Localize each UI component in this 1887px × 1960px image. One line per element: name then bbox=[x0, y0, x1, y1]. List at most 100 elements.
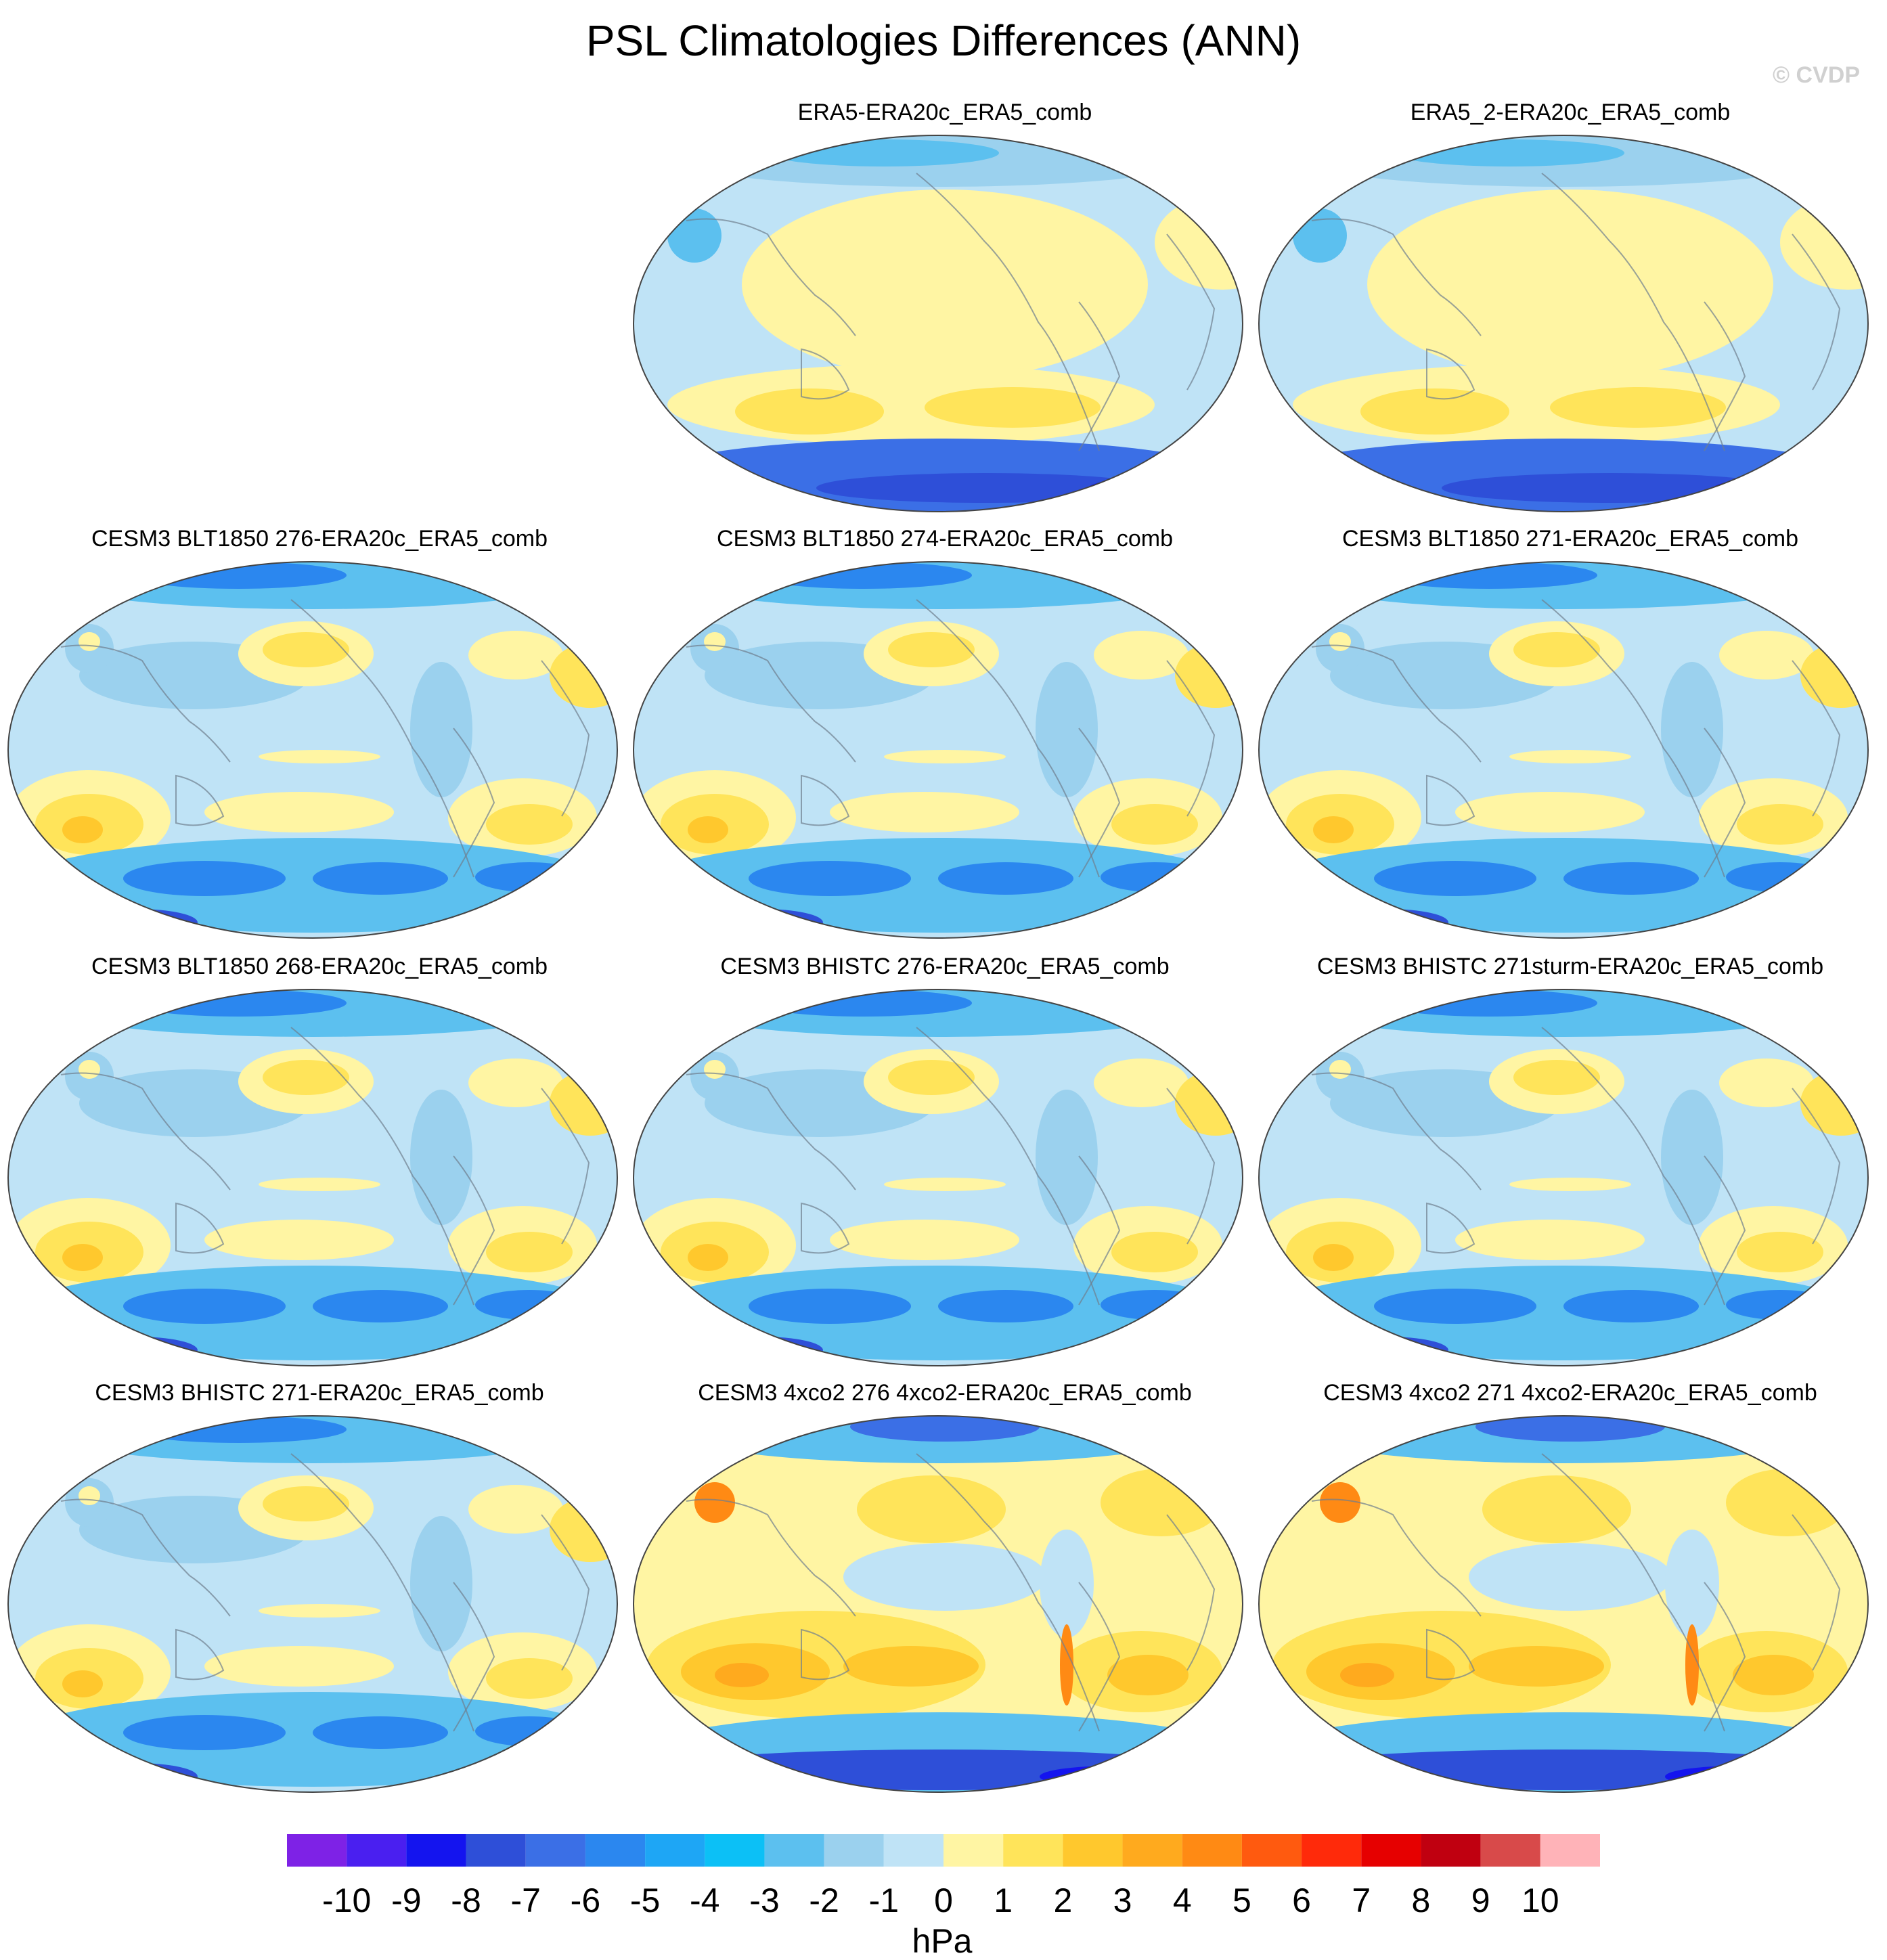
coastline bbox=[916, 1027, 1100, 1306]
coastline bbox=[1078, 1155, 1121, 1306]
robinson-map bbox=[633, 561, 1243, 939]
robinson-map bbox=[633, 135, 1243, 512]
field-contour bbox=[749, 1289, 911, 1324]
field-contour bbox=[1329, 1060, 1351, 1079]
robinson-map bbox=[1258, 135, 1869, 512]
coastline bbox=[801, 774, 850, 826]
field-contour bbox=[850, 1416, 1040, 1442]
field-contour bbox=[742, 190, 1148, 379]
coastline bbox=[1792, 233, 1841, 391]
panel-title: CESM3 4xco2 271 4xco2-ERA20c_ERA5_comb bbox=[1323, 1380, 1817, 1406]
field-contour bbox=[123, 1715, 286, 1750]
map-panel: CESM3 BLT1850 276-ERA20c_ERA5_comb bbox=[7, 524, 632, 950]
field-contour bbox=[1329, 632, 1351, 651]
field-contour bbox=[475, 1716, 583, 1746]
field-contour bbox=[688, 816, 728, 843]
coastline bbox=[175, 1202, 225, 1254]
field-contour bbox=[1469, 1646, 1604, 1687]
field-contour bbox=[130, 1416, 347, 1443]
field-contour bbox=[1101, 1290, 1209, 1320]
colorbar-tick-label: -3 bbox=[749, 1881, 780, 1919]
colorbar-tick-label: -6 bbox=[570, 1881, 601, 1919]
field-contour bbox=[718, 1349, 793, 1365]
colorbar-tick-label: -7 bbox=[510, 1881, 541, 1919]
coastline bbox=[686, 1072, 856, 1190]
field-contour bbox=[654, 1750, 1222, 1790]
field-contour bbox=[123, 1289, 286, 1324]
field-contour bbox=[1726, 1290, 1834, 1320]
colorbar-tick-label: 0 bbox=[934, 1881, 953, 1919]
map-outline bbox=[633, 1415, 1243, 1793]
coastline bbox=[686, 644, 856, 763]
panel-title: CESM3 4xco2 276 4xco2-ERA20c_ERA5_comb bbox=[698, 1380, 1192, 1406]
colorbar-swatch bbox=[1361, 1834, 1421, 1867]
field-contour bbox=[1550, 387, 1726, 428]
field-contour bbox=[1665, 1530, 1719, 1638]
field-contour bbox=[769, 139, 999, 166]
robinson-map bbox=[7, 561, 618, 939]
map-outline bbox=[1258, 1415, 1869, 1793]
field-contour bbox=[857, 1475, 1006, 1543]
panel-title: CESM3 BLT1850 271-ERA20c_ERA5_comb bbox=[1341, 526, 1799, 552]
field-contour bbox=[1381, 989, 1597, 1017]
field-contour bbox=[830, 1220, 1019, 1260]
field-contour bbox=[1094, 1059, 1189, 1107]
colorbar-swatch bbox=[287, 1834, 347, 1867]
field-contour bbox=[1509, 1178, 1631, 1191]
field-contour bbox=[1340, 1663, 1394, 1687]
colorbar-swatch bbox=[1421, 1834, 1481, 1867]
coastline bbox=[541, 660, 590, 817]
field-contour bbox=[704, 632, 726, 651]
map-outline bbox=[633, 135, 1243, 512]
field-contour bbox=[410, 1090, 472, 1225]
map-outline bbox=[7, 989, 618, 1366]
field-contour bbox=[259, 1604, 380, 1618]
field-contour bbox=[1344, 921, 1418, 937]
field-contour bbox=[640, 838, 1236, 933]
coastline bbox=[1166, 233, 1216, 391]
field-contour bbox=[1040, 1530, 1094, 1638]
coastline bbox=[916, 599, 1100, 878]
field-contour bbox=[76, 1337, 198, 1364]
field-contour bbox=[313, 1290, 448, 1322]
field-contour bbox=[755, 562, 972, 589]
coastline bbox=[916, 1453, 1100, 1732]
field-contour bbox=[1482, 1475, 1631, 1543]
colorbar-swatch bbox=[1540, 1834, 1600, 1867]
coastline bbox=[290, 1027, 474, 1306]
field-contour bbox=[130, 562, 347, 589]
field-contour bbox=[1726, 862, 1834, 892]
map-panel: CESM3 BLT1850 268-ERA20c_ERA5_comb bbox=[7, 952, 632, 1378]
field-contour bbox=[204, 792, 394, 832]
field-contour bbox=[701, 909, 823, 936]
field-contour bbox=[475, 862, 583, 892]
coastline bbox=[1426, 348, 1475, 400]
coastline bbox=[916, 173, 1100, 451]
field-contour bbox=[486, 1658, 573, 1699]
page-title: PSL Climatologies Differences (ANN) bbox=[585, 16, 1302, 65]
field-contour bbox=[79, 632, 100, 651]
map-panel: CESM3 BLT1850 271-ERA20c_ERA5_comb bbox=[1258, 524, 1883, 950]
colorbar-tick-label: 5 bbox=[1233, 1881, 1251, 1919]
coastline bbox=[801, 348, 850, 400]
coastline bbox=[1541, 173, 1725, 451]
map-panel: CESM3 BHISTC 271-ERA20c_ERA5_comb bbox=[7, 1378, 632, 1804]
colorbar-swatch bbox=[1122, 1834, 1182, 1867]
colorbar-swatch bbox=[406, 1834, 466, 1867]
field-contour bbox=[259, 750, 380, 763]
colorbar-swatch bbox=[705, 1834, 765, 1867]
field-contour bbox=[925, 387, 1101, 428]
field-contour bbox=[755, 989, 972, 1017]
colorbar-tick-label: -2 bbox=[809, 1881, 839, 1919]
coastline bbox=[1311, 218, 1482, 336]
coastline bbox=[175, 774, 225, 826]
coastline bbox=[453, 1155, 495, 1306]
field-contour bbox=[79, 1060, 100, 1079]
field-contour bbox=[1111, 1232, 1198, 1272]
colorbar-swatch bbox=[824, 1834, 884, 1867]
field-contour bbox=[701, 1337, 823, 1364]
field-contour bbox=[1513, 1060, 1600, 1095]
colorbar-tick-label: -4 bbox=[690, 1881, 720, 1919]
field-contour bbox=[884, 1178, 1006, 1191]
field-contour bbox=[1036, 1090, 1098, 1225]
